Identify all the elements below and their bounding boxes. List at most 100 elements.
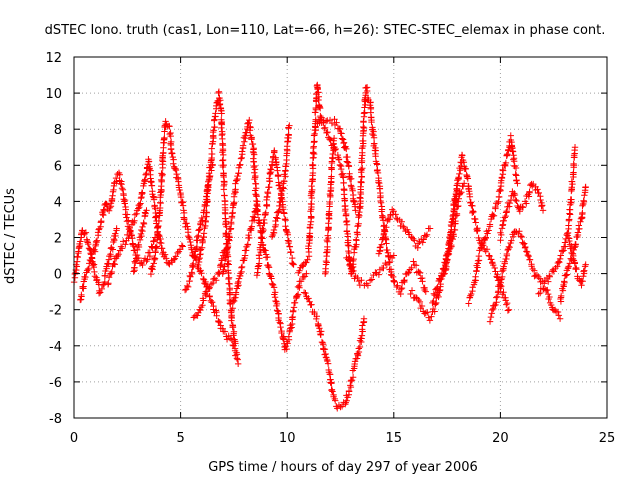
data-point	[148, 179, 155, 186]
data-point	[422, 288, 429, 295]
data-point	[498, 268, 506, 275]
data-point	[315, 321, 322, 329]
data-point	[161, 251, 169, 258]
data-point	[360, 118, 367, 125]
data-point	[503, 207, 510, 215]
data-point	[255, 252, 263, 259]
data-point	[404, 269, 412, 277]
data-point	[293, 293, 300, 301]
data-point	[275, 182, 283, 189]
data-point	[336, 125, 344, 133]
data-point	[553, 263, 561, 270]
data-point	[469, 207, 476, 215]
data-point	[229, 210, 236, 217]
data-point	[499, 273, 506, 281]
data-point	[200, 230, 208, 237]
data-point	[380, 264, 387, 272]
data-point	[430, 290, 438, 297]
data-point	[115, 250, 122, 258]
data-point	[245, 231, 252, 239]
data-point	[232, 291, 240, 298]
data-point	[358, 277, 365, 284]
data-point	[499, 166, 506, 174]
data-point	[155, 217, 163, 225]
data-point	[518, 233, 526, 241]
data-point	[209, 299, 216, 306]
data-point	[192, 248, 199, 255]
data-point	[228, 220, 235, 228]
data-point	[554, 308, 562, 316]
data-point	[156, 239, 164, 246]
data-point	[237, 161, 244, 168]
data-point	[360, 124, 368, 132]
data-point	[450, 200, 457, 208]
data-point	[237, 270, 244, 277]
data-point	[218, 124, 225, 132]
data-point	[156, 210, 163, 217]
data-point	[329, 388, 336, 395]
data-point	[523, 248, 530, 255]
data-point	[288, 259, 296, 267]
data-point	[347, 377, 354, 385]
data-point	[243, 129, 250, 136]
data-point	[570, 160, 577, 168]
data-point	[571, 260, 579, 267]
data-point	[374, 166, 381, 174]
data-point	[378, 241, 385, 248]
data-point	[458, 189, 465, 196]
data-point	[161, 134, 168, 142]
data-point	[522, 243, 529, 251]
data-point	[489, 211, 496, 218]
data-point	[200, 297, 207, 304]
data-point	[148, 182, 156, 189]
data-point	[234, 175, 241, 183]
data-point	[327, 136, 334, 144]
data-point	[383, 246, 391, 254]
data-point	[215, 269, 222, 276]
data-point	[507, 132, 514, 139]
data-point	[357, 186, 364, 193]
data-point	[422, 309, 429, 317]
data-point	[194, 263, 201, 271]
data-point	[421, 310, 428, 317]
data-point	[392, 211, 399, 218]
data-point	[189, 262, 196, 269]
data-point	[356, 194, 364, 201]
data-point	[356, 343, 364, 351]
data-point	[91, 273, 99, 280]
data-point	[296, 284, 303, 291]
data-point	[350, 267, 357, 275]
data-point	[270, 226, 278, 234]
data-point	[232, 186, 239, 193]
data-point	[197, 267, 204, 274]
data-point	[207, 297, 214, 304]
data-point	[139, 189, 146, 197]
data-point	[270, 284, 278, 291]
data-point	[87, 251, 95, 258]
data-point	[490, 212, 498, 219]
data-point	[505, 306, 513, 313]
data-point	[342, 218, 350, 226]
data-point	[385, 259, 393, 266]
data-point	[229, 305, 236, 312]
data-point	[144, 256, 151, 263]
data-point	[193, 243, 201, 251]
data-point	[324, 238, 331, 245]
data-point	[203, 196, 211, 203]
data-point	[196, 268, 204, 275]
data-point	[566, 237, 573, 245]
data-point	[525, 252, 532, 260]
data-point	[523, 200, 530, 207]
data-point	[343, 158, 351, 165]
data-point	[347, 382, 354, 389]
data-point	[135, 241, 142, 249]
data-point	[472, 219, 479, 226]
data-point	[247, 124, 254, 131]
data-point	[191, 312, 199, 320]
x-tick-label: 15	[386, 431, 403, 446]
data-point	[284, 340, 291, 347]
data-point	[276, 181, 283, 189]
data-point	[503, 250, 511, 258]
data-point	[471, 215, 479, 223]
data-point	[217, 322, 224, 329]
